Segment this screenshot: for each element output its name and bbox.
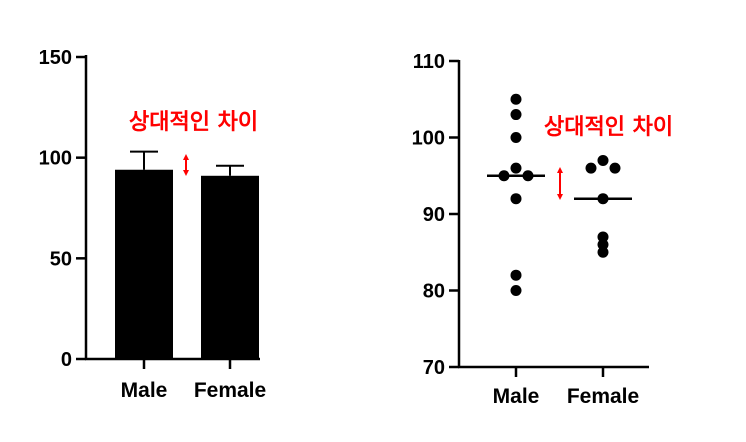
- y-tick-label-50: 50: [50, 248, 72, 270]
- y-tick-label-110: 110: [413, 51, 445, 73]
- bar-chart-annotation: 상대적인 차이: [129, 110, 258, 135]
- point-male-1: [510, 93, 522, 105]
- y-tick-label-0: 0: [61, 349, 72, 371]
- x-tick-label-female: Female: [567, 385, 639, 408]
- point-female-7: [597, 246, 609, 258]
- bar-chart-y-ticks: 0 50 100 150: [39, 47, 86, 371]
- point-female-3: [609, 162, 621, 174]
- point-female-6: [597, 239, 609, 251]
- point-female-1: [597, 154, 609, 166]
- x-tick-label-male: Male: [493, 385, 540, 408]
- y-tick-label-90: 90: [423, 204, 445, 226]
- y-tick-label-100: 100: [412, 128, 445, 150]
- bar-male: [115, 169, 173, 359]
- point-male-7: [510, 193, 522, 205]
- y-tick-label-80: 80: [423, 281, 445, 303]
- point-male-8: [510, 269, 522, 281]
- scatter-chart-y-ticks: 70 80 90 100 110: [412, 51, 459, 379]
- point-female-5: [597, 231, 609, 243]
- y-tick-label-150: 150: [39, 47, 72, 69]
- bar-chart-panel: 0 50 100 150 Male Female 상대적인 차이: [39, 47, 267, 402]
- x-tick-label-male: Male: [121, 379, 168, 402]
- bar-chart-x-ticks: Male Female: [121, 359, 266, 402]
- point-male-4: [510, 162, 522, 174]
- point-male-9: [510, 285, 522, 296]
- bar-female: [201, 175, 259, 359]
- point-male-3: [510, 132, 522, 143]
- bar-chart-marks: [115, 150, 259, 359]
- scatter-chart-panel: 70 80 90 100 110 Male Female 상대적인 차이: [412, 51, 673, 408]
- scatter-chart-marks: [487, 93, 632, 296]
- x-tick-label-female: Female: [194, 379, 266, 402]
- point-female-2: [585, 162, 597, 174]
- scatter-chart-annotation: 상대적인 차이: [544, 115, 673, 140]
- y-tick-label-70: 70: [423, 357, 445, 379]
- point-male-2: [510, 109, 522, 121]
- y-tick-label-100: 100: [39, 148, 72, 170]
- scatter-chart-x-ticks: Male Female: [493, 367, 639, 408]
